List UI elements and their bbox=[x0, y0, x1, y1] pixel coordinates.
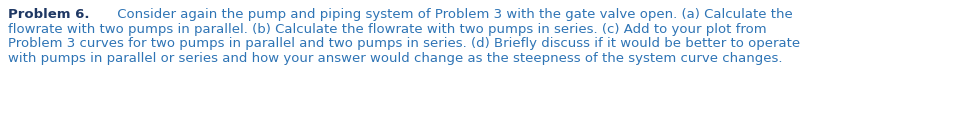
Text: with pumps in parallel or series and how your answer would change as the steepne: with pumps in parallel or series and how… bbox=[8, 52, 783, 65]
Text: Consider again the pump and piping system of Problem 3 with the gate valve open.: Consider again the pump and piping syste… bbox=[113, 8, 793, 21]
Text: flowrate with two pumps in parallel. (b) Calculate the flowrate with two pumps i: flowrate with two pumps in parallel. (b)… bbox=[8, 23, 766, 36]
Text: Problem 3 curves for two pumps in parallel and two pumps in series. (d) Briefly : Problem 3 curves for two pumps in parall… bbox=[8, 37, 800, 50]
Text: Problem 6.: Problem 6. bbox=[8, 8, 89, 21]
